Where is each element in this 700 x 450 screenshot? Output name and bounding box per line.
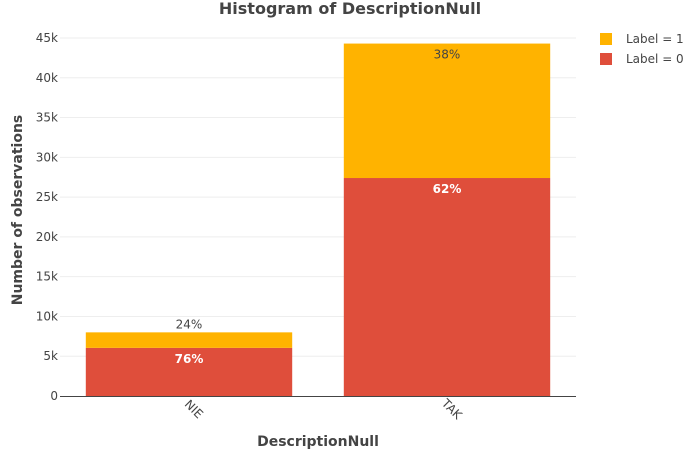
y-tick-label: 35k (36, 111, 58, 125)
y-tick-label: 0 (50, 389, 58, 403)
legend-label[interactable]: Label = 1 (626, 32, 684, 46)
y-tick-label: 25k (36, 190, 58, 204)
bar-label-tak-series-0: 62% (433, 182, 462, 196)
x-axis-title: DescriptionNull (257, 434, 379, 450)
bar-label-tak-series-1: 38% (434, 48, 461, 62)
bar-nie-series-1[interactable] (85, 332, 293, 348)
y-tick-label: 40k (36, 71, 58, 85)
y-tick-label: 15k (36, 270, 58, 284)
grid-lines (60, 37, 576, 357)
x-axis-ticks: NIE TAK (182, 396, 466, 423)
x-tick-label: TAK (438, 396, 465, 423)
y-tick-label: 45k (36, 31, 58, 45)
bar-label-nie-series-1: 24% (176, 317, 203, 331)
legend-swatch[interactable] (600, 33, 612, 45)
bars (85, 43, 551, 396)
chart-title: Histogram of DescriptionNull (219, 0, 481, 18)
y-tick-label: 10k (36, 309, 58, 323)
bar-labels: 76% 24% 62% 38% (175, 48, 462, 366)
legend[interactable]: Label = 1 Label = 0 (600, 32, 684, 66)
bar-tak-series-0[interactable] (343, 178, 551, 396)
y-tick-label: 30k (36, 150, 58, 164)
x-tick-label: NIE (182, 397, 206, 421)
bar-label-nie-series-0: 76% (175, 352, 204, 366)
y-tick-label: 20k (36, 230, 58, 244)
y-tick-label: 5k (43, 349, 58, 363)
bar-tak-series-1[interactable] (343, 43, 551, 179)
legend-label[interactable]: Label = 0 (626, 52, 684, 66)
y-axis-ticks: 0 5k 10k 15k 20k 25k 30k 35k 40k 45k (36, 31, 58, 403)
y-axis-title: Number of observations (10, 115, 26, 306)
legend-swatch[interactable] (600, 53, 612, 65)
bar-nie-series-0[interactable] (85, 347, 293, 396)
